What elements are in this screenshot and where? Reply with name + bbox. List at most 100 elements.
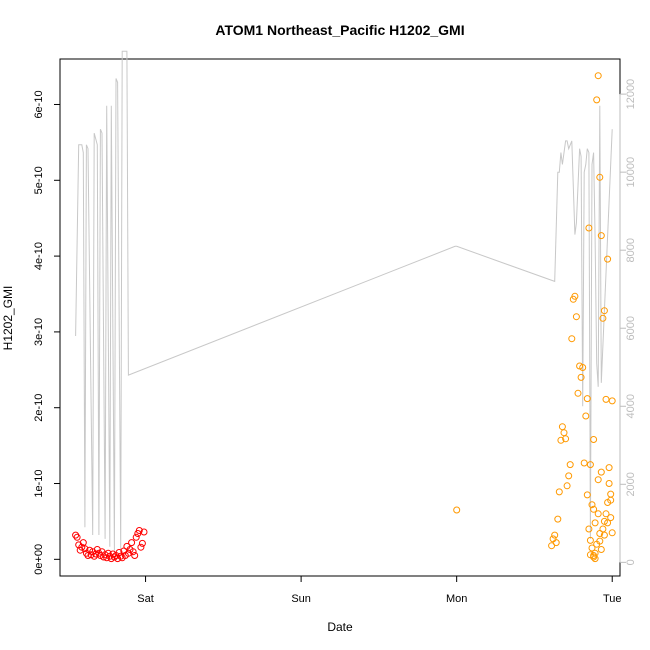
altitude-line (75, 50, 613, 551)
y-axis: 0e+00 1e-10 2e-10 3e-10 4e-10 5e-10 6e-10 (33, 90, 61, 575)
y2-tick-label: 2000 (625, 472, 637, 496)
data-point (565, 472, 573, 480)
data-point (563, 482, 571, 490)
data-point (568, 335, 576, 343)
data-point (604, 519, 612, 527)
data-point (604, 255, 612, 263)
y2-axis: 0 2000 4000 6000 8000 10000 12000 (619, 79, 637, 565)
data-point (600, 531, 608, 539)
y-tick-label: 4e-10 (33, 242, 45, 270)
data-point (132, 533, 140, 541)
data-point (605, 480, 613, 487)
data-point (560, 429, 568, 437)
data-point (590, 553, 598, 561)
y-tick-label: 6e-10 (33, 90, 45, 118)
data-point (607, 496, 615, 504)
y2-tick-label: 0 (625, 559, 637, 565)
data-point (608, 529, 616, 537)
plot-frame (59, 58, 621, 577)
data-point (594, 476, 602, 484)
x-axis-title: Date (327, 620, 353, 634)
y2-tick-label: 6000 (625, 316, 637, 340)
data-point (590, 505, 598, 513)
data-point (599, 314, 607, 322)
data-point (566, 461, 574, 469)
data-point (597, 232, 605, 240)
altitude-line-layer (75, 50, 613, 551)
x-tick-label: Sat (137, 593, 154, 605)
y-tick-label: 1e-10 (33, 469, 45, 497)
data-point (137, 543, 145, 551)
y2-tick-label: 4000 (625, 394, 637, 418)
data-point (602, 395, 610, 403)
data-point (596, 173, 604, 181)
data-point (555, 488, 563, 496)
data-point (586, 461, 594, 469)
data-point (591, 519, 599, 527)
data-point (453, 506, 461, 514)
y-axis-title: H1202_GMI (1, 286, 15, 351)
data-point (608, 397, 616, 405)
data-point (585, 224, 593, 232)
data-point (557, 436, 565, 444)
data-point (597, 546, 605, 553)
data-point (574, 389, 582, 397)
y-tick-label: 5e-10 (33, 166, 45, 194)
data-point (596, 537, 604, 545)
points-layer (72, 72, 616, 563)
chart-title: ATOM1 Northeast_Pacific H1202_GMI (215, 22, 464, 38)
data-point (602, 510, 610, 518)
data-point (593, 96, 601, 104)
data-point (577, 373, 585, 381)
data-point (131, 552, 139, 559)
y2-tick-label: 12000 (625, 79, 637, 110)
data-point (585, 525, 593, 533)
data-point (605, 464, 613, 472)
data-point (571, 292, 579, 300)
data-point (129, 548, 137, 556)
data-point (597, 468, 605, 476)
data-point (599, 525, 607, 533)
data-point (138, 539, 146, 547)
data-point (582, 412, 590, 420)
data-point (594, 510, 602, 518)
data-point (128, 539, 136, 547)
data-point (562, 435, 570, 443)
data-point (594, 72, 602, 80)
data-point (140, 528, 148, 536)
data-point (117, 552, 125, 560)
x-tick-label: Sun (291, 593, 311, 605)
data-point (558, 423, 566, 431)
data-point (607, 490, 615, 498)
data-point (81, 545, 89, 553)
y2-tick-label: 10000 (625, 157, 637, 188)
data-point (580, 459, 588, 467)
data-point (115, 549, 123, 556)
data-point (591, 555, 599, 563)
x-axis: Sat Sun Mon Tue (137, 575, 622, 605)
data-point (583, 491, 591, 499)
data-point (73, 533, 81, 541)
data-point (607, 514, 615, 522)
y-tick-label: 2e-10 (33, 394, 45, 422)
data-point (588, 501, 596, 509)
data-point (572, 313, 580, 321)
x-tick-label: Tue (603, 593, 622, 605)
data-point (92, 550, 100, 558)
data-point (591, 549, 599, 557)
data-point (552, 539, 560, 547)
y-tick-label: 0e+00 (33, 544, 45, 575)
data-point (135, 527, 143, 534)
data-point (600, 307, 608, 315)
y-tick-label: 3e-10 (33, 318, 45, 346)
data-point (600, 517, 608, 525)
data-point (583, 395, 591, 403)
x-tick-label: Mon (446, 593, 467, 605)
data-point (96, 552, 104, 559)
data-point (588, 544, 596, 552)
data-point (579, 364, 587, 371)
data-point (586, 536, 594, 544)
data-point (551, 531, 559, 539)
data-point (554, 515, 562, 523)
